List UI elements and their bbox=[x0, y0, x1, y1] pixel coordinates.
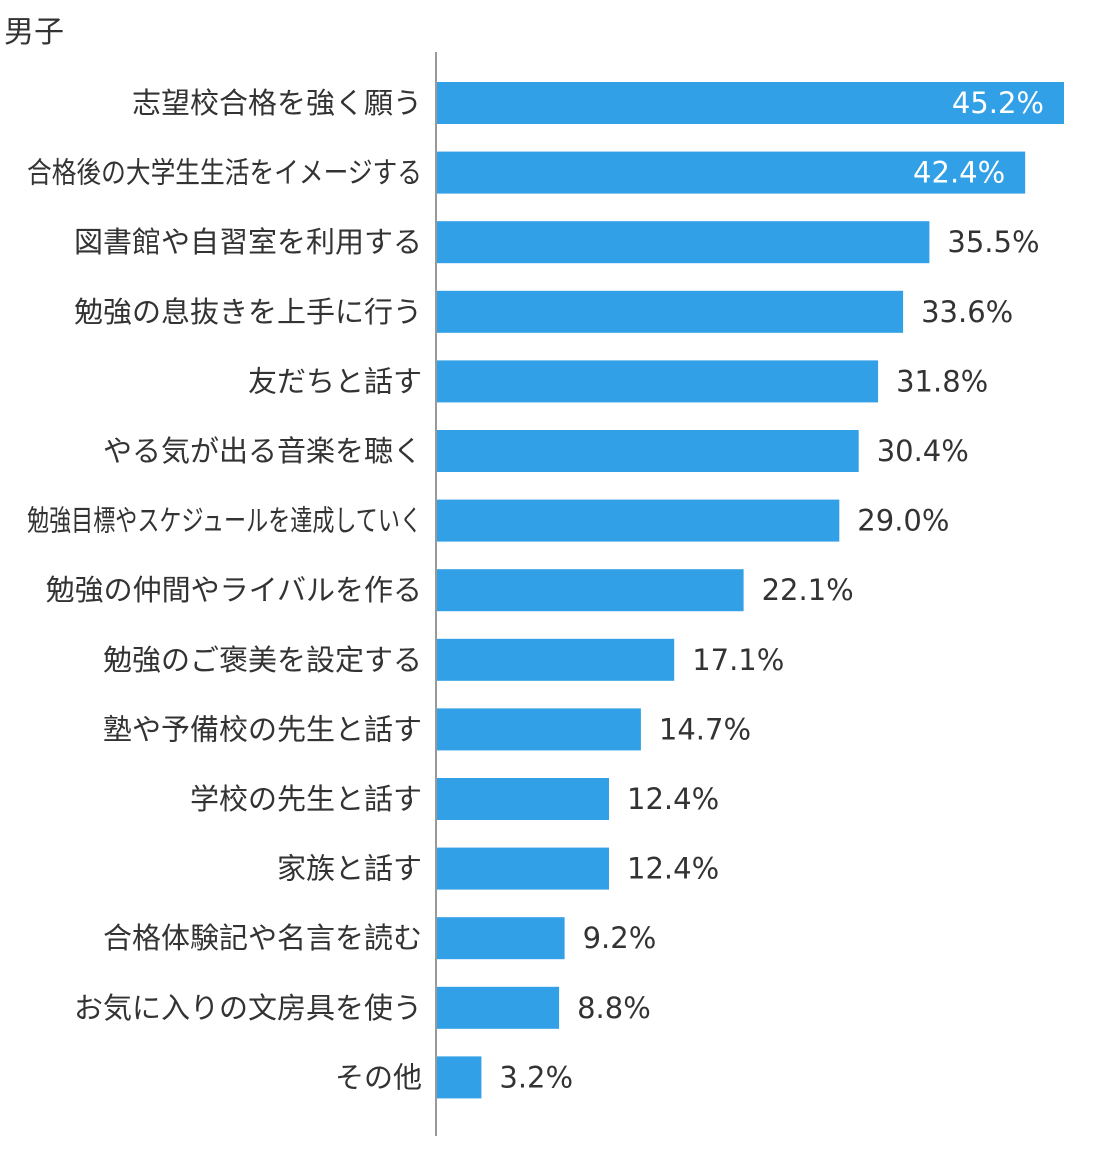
category-label: 勉強の息抜きを上手に行う bbox=[74, 295, 422, 329]
bar bbox=[437, 221, 930, 264]
value-label: 33.6% bbox=[921, 295, 1013, 329]
category-label: 図書館や自習室を利用する bbox=[74, 225, 422, 259]
bar bbox=[437, 1056, 482, 1099]
bar bbox=[437, 290, 904, 333]
bar bbox=[437, 569, 744, 612]
value-label: 14.7% bbox=[659, 712, 751, 746]
value-label: 35.5% bbox=[947, 225, 1039, 259]
value-label: 29.0% bbox=[857, 504, 949, 538]
value-label: 12.4% bbox=[627, 782, 719, 816]
category-labels-group: 志望校合格を強く願う合格後の大学生生活をイメージする図書館や自習室を利用する勉強… bbox=[27, 86, 422, 1094]
value-label: 22.1% bbox=[762, 573, 854, 607]
category-label: その他 bbox=[335, 1060, 422, 1094]
category-label: お気に入りの文房具を使う bbox=[74, 991, 422, 1025]
bar bbox=[437, 778, 609, 820]
category-label: 塾や予備校の先生と話す bbox=[103, 712, 422, 746]
bar bbox=[437, 499, 840, 542]
value-label: 17.1% bbox=[692, 643, 784, 677]
bar bbox=[437, 917, 565, 960]
category-label: 勉強目標やスケジュールを達成していく bbox=[27, 504, 422, 538]
category-label: やる気が出る音楽を聴く bbox=[103, 434, 422, 468]
value-labels-group: 45.2% 42.4% 35.5% 33.6% 31.8% 30.4% 29.0% 22.1%… bbox=[499, 86, 1044, 1094]
value-label: 9.2% bbox=[583, 921, 657, 955]
bars-group bbox=[437, 82, 1064, 1099]
bar bbox=[437, 847, 609, 890]
value-label: 45.2% bbox=[952, 86, 1044, 120]
category-label: 学校の先生と話す bbox=[190, 782, 422, 816]
value-label: 12.4% bbox=[627, 852, 719, 886]
bar bbox=[437, 638, 675, 681]
category-label: 志望校合格を強く願う bbox=[132, 86, 422, 120]
bar bbox=[437, 151, 1026, 194]
bar bbox=[437, 708, 641, 751]
category-label: 家族と話す bbox=[277, 852, 422, 886]
category-label: 合格後の大学生生活をイメージする bbox=[27, 156, 422, 190]
bar bbox=[437, 360, 879, 403]
value-label: 31.8% bbox=[896, 364, 988, 398]
bar bbox=[437, 82, 1064, 124]
category-label: 合格体験記や名言を読む bbox=[103, 921, 422, 955]
value-label: 42.4% bbox=[913, 156, 1005, 190]
bar bbox=[437, 986, 560, 1029]
value-label: 3.2% bbox=[499, 1060, 573, 1094]
value-label: 30.4% bbox=[877, 434, 969, 468]
bar bbox=[437, 430, 859, 472]
category-label: 友だちと話す bbox=[248, 364, 422, 398]
chart-title: 男子 bbox=[4, 15, 64, 50]
category-label: 勉強のご褒美を設定する bbox=[103, 643, 422, 677]
value-label: 8.8% bbox=[577, 991, 651, 1025]
category-label: 勉強の仲間やライバルを作る bbox=[46, 573, 422, 607]
